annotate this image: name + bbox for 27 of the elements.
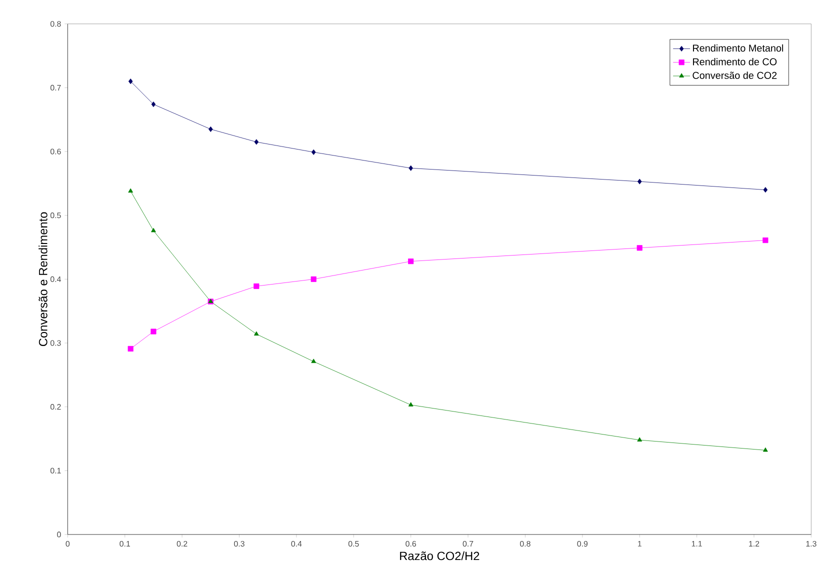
- point: [128, 188, 134, 192]
- point: [763, 186, 768, 193]
- point: [637, 178, 642, 184]
- x-axis-title: Razão CO2/H2: [400, 551, 480, 560]
- point: [310, 276, 316, 282]
- point: [408, 258, 414, 264]
- point: [128, 346, 134, 352]
- legend-label: Rendimento Metanol: [693, 44, 784, 52]
- point: [150, 328, 156, 334]
- point: [762, 237, 768, 243]
- point: [636, 245, 642, 251]
- point: [637, 437, 642, 442]
- y-axis-title: Conversão e Rendimento: [38, 212, 48, 346]
- point: [254, 139, 259, 145]
- point: [408, 165, 413, 171]
- point: [408, 402, 414, 406]
- point: [208, 126, 213, 132]
- point: [311, 358, 316, 363]
- point: [151, 101, 156, 107]
- point: [151, 228, 156, 232]
- legend-label: Rendimento de CO: [693, 58, 777, 66]
- point: [128, 78, 133, 84]
- point: [311, 149, 316, 155]
- legend-label: Conversão de CO2: [692, 72, 777, 79]
- point: [254, 331, 259, 336]
- point: [254, 283, 260, 289]
- point: [762, 447, 768, 452]
